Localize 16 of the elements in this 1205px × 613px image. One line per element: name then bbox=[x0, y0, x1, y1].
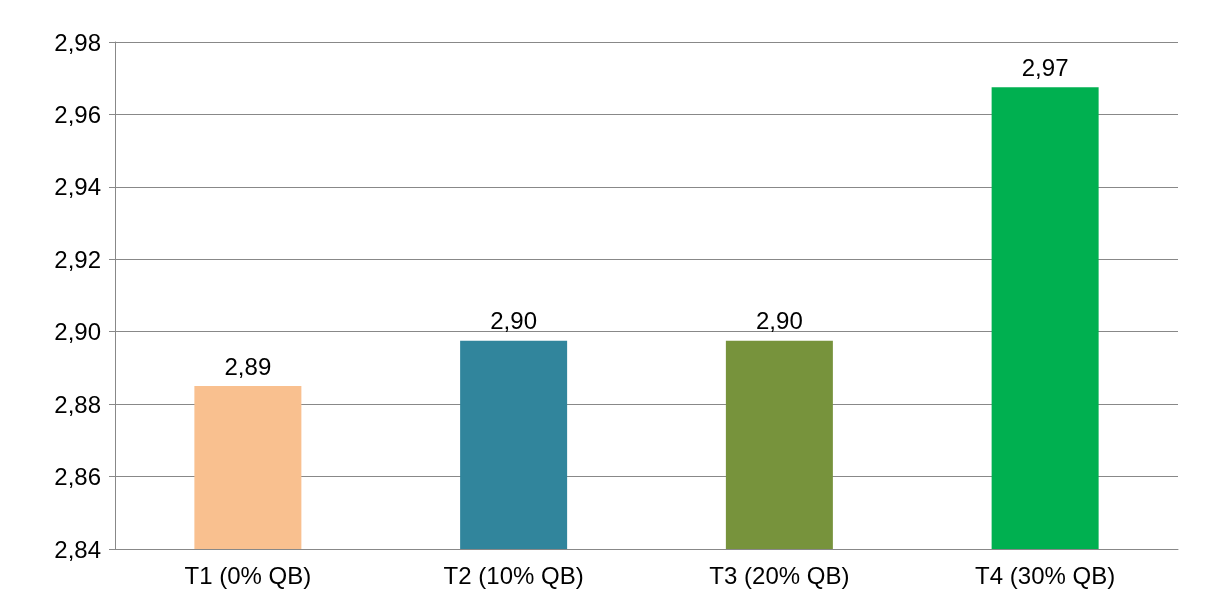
x-tick-label: T3 (20% QB) bbox=[709, 561, 850, 589]
data-label: 2,97 bbox=[1021, 53, 1069, 81]
data-label: 2,90 bbox=[756, 307, 803, 335]
y-tick-label: 2,98 bbox=[54, 28, 101, 56]
y-tick-label: 2,94 bbox=[54, 173, 101, 201]
data-label: 2,90 bbox=[490, 307, 537, 335]
data-label: 2,89 bbox=[224, 352, 272, 380]
y-tick-label: 2,92 bbox=[54, 245, 101, 273]
x-tick-label: T2 (10% QB) bbox=[443, 561, 584, 589]
y-tick-label: 2,88 bbox=[54, 390, 101, 418]
y-tick-label: 2,84 bbox=[54, 535, 101, 563]
y-tick-label: 2,96 bbox=[54, 100, 101, 128]
y-tick-label: 2,86 bbox=[54, 463, 101, 491]
y-tick-label: 2,90 bbox=[54, 318, 101, 346]
x-tick-label: T4 (30% QB) bbox=[975, 561, 1116, 589]
x-tick-label: T1 (0% QB) bbox=[184, 561, 312, 589]
